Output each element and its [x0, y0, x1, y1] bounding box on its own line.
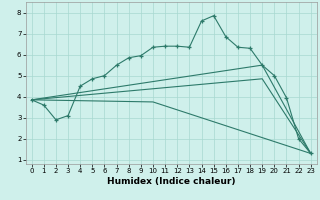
X-axis label: Humidex (Indice chaleur): Humidex (Indice chaleur)	[107, 177, 236, 186]
